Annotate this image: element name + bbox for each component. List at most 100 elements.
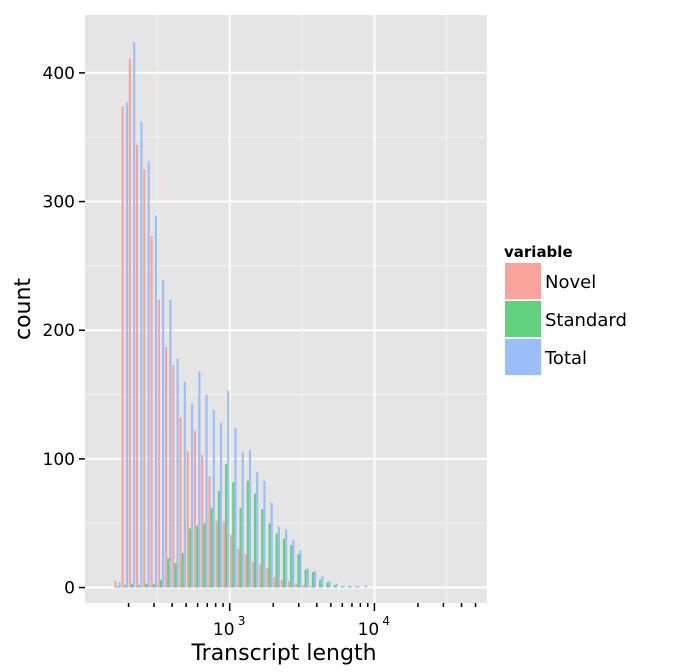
- bar-total: [176, 358, 179, 588]
- y-tick-label: 200: [43, 321, 75, 341]
- bar-standard: [340, 586, 343, 588]
- bar-total: [190, 403, 194, 588]
- bar-novel: [215, 520, 218, 588]
- y-tick-label: 100: [43, 450, 75, 470]
- y-tick-label: 0: [64, 579, 75, 599]
- bar-standard: [203, 523, 206, 588]
- bar-total: [147, 161, 150, 588]
- bar-standard: [130, 583, 134, 588]
- bar-standard: [261, 509, 264, 588]
- bar-standard: [174, 563, 177, 588]
- bars: [114, 42, 367, 588]
- bar-total: [198, 371, 201, 588]
- bar-standard: [239, 507, 242, 588]
- bar-standard: [268, 523, 271, 588]
- bar-standard: [123, 584, 126, 588]
- bar-standard: [304, 569, 307, 588]
- bar-novel: [273, 577, 276, 588]
- bar-standard: [290, 545, 293, 588]
- x-tick-label: 10: [213, 620, 235, 640]
- bar-novel: [172, 364, 175, 588]
- bar-total: [241, 452, 244, 588]
- bar-novel: [230, 534, 233, 588]
- bar-total: [357, 586, 360, 588]
- bar-novel: [150, 236, 153, 588]
- bar-standard: [167, 557, 170, 588]
- bar-total: [183, 381, 186, 588]
- bar-total: [328, 581, 331, 588]
- bar-standard: [181, 552, 184, 588]
- bar-standard: [253, 493, 257, 588]
- bar-standard: [188, 528, 191, 588]
- bar-total: [133, 42, 136, 588]
- legend-label-standard: Standard: [545, 310, 627, 331]
- bar-total: [270, 502, 273, 588]
- bar-novel: [244, 554, 247, 588]
- legend-swatch-novel: [505, 263, 541, 299]
- bar-total: [292, 539, 295, 588]
- bar-total: [277, 527, 280, 588]
- bar-novel: [121, 106, 124, 588]
- y-axis-title: count: [11, 278, 36, 340]
- bar-novel: [201, 455, 204, 588]
- bar-total: [313, 570, 317, 588]
- bar-total: [154, 215, 157, 588]
- bar-standard: [347, 586, 351, 588]
- bar-total: [162, 280, 165, 588]
- legend-swatch-standard: [505, 301, 541, 337]
- bar-standard: [326, 582, 329, 588]
- legend-title: variable: [504, 243, 573, 261]
- bar-novel: [143, 169, 146, 588]
- bar-novel: [179, 417, 182, 588]
- bar-total: [125, 102, 129, 588]
- legend-label-novel: Novel: [545, 272, 596, 293]
- bar-novel: [266, 568, 269, 588]
- bar-novel: [251, 561, 254, 588]
- bar-standard: [159, 579, 163, 588]
- bar-total: [205, 394, 208, 588]
- bar-total: [248, 449, 252, 588]
- legend-label-total: Total: [544, 348, 587, 369]
- bar-standard: [282, 538, 286, 588]
- y-tick-label: 400: [43, 64, 75, 84]
- bar-novel: [287, 581, 291, 588]
- y-tick-label: 300: [43, 193, 75, 213]
- bar-total: [335, 583, 338, 588]
- legend-swatch-total: [505, 339, 541, 375]
- bar-total: [118, 582, 121, 588]
- bar-total: [169, 299, 172, 588]
- bar-standard: [297, 554, 300, 588]
- bar-standard: [145, 583, 148, 588]
- bar-novel: [280, 579, 283, 588]
- bar-novel: [157, 299, 160, 588]
- bar-standard: [225, 464, 228, 588]
- bar-total: [234, 428, 237, 588]
- bar-novel: [164, 346, 168, 588]
- bar-standard: [116, 586, 119, 588]
- x-tick-exponent: 3: [238, 614, 246, 628]
- bar-novel: [222, 521, 225, 588]
- bar-novel: [186, 451, 189, 588]
- bar-standard: [333, 584, 336, 588]
- bar-standard: [152, 583, 155, 588]
- bar-novel: [208, 476, 211, 588]
- bar-novel: [259, 564, 262, 588]
- bar-standard: [311, 572, 314, 588]
- bar-total: [263, 480, 266, 588]
- bar-novel: [302, 584, 305, 588]
- bar-total: [219, 422, 223, 588]
- bar-novel: [295, 583, 298, 588]
- bar-total: [299, 550, 302, 588]
- bar-total: [350, 586, 353, 588]
- bar-total: [321, 575, 324, 588]
- bar-standard: [232, 482, 235, 588]
- bar-total: [212, 410, 215, 588]
- bar-novel: [237, 548, 240, 588]
- bar-total: [306, 568, 309, 588]
- bar-novel: [193, 430, 197, 588]
- bar-standard: [275, 533, 278, 588]
- x-tick-label: 10: [358, 620, 380, 640]
- bar-total: [256, 471, 259, 588]
